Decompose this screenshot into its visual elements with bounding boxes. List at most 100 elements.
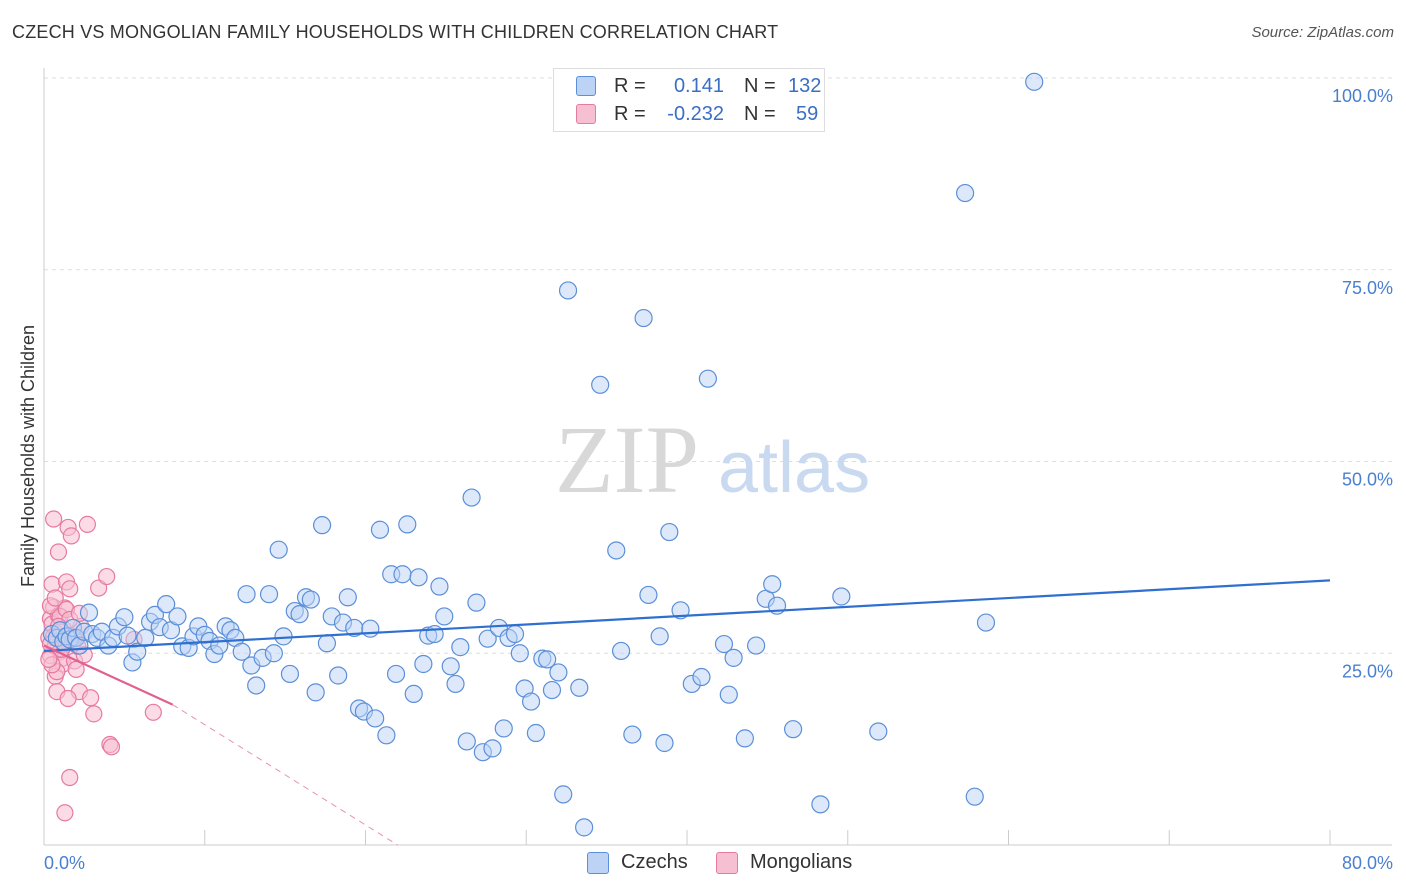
czech-point — [441, 657, 460, 676]
czech-point — [510, 644, 529, 663]
czech-point — [591, 375, 610, 394]
czech-trend-line — [43, 579, 1331, 653]
czech-point — [542, 680, 562, 700]
gridlines — [44, 77, 1392, 654]
czech-point — [457, 732, 476, 751]
mongolian-point — [82, 689, 100, 707]
mongolians-label: Mongolians — [750, 851, 853, 873]
mongolian-point — [59, 689, 77, 708]
czech-point — [521, 692, 541, 711]
czech-point — [505, 624, 525, 644]
czech-point — [317, 634, 337, 653]
czech-n-value: 132 — [788, 74, 822, 97]
czech-point — [611, 641, 631, 661]
czech-point — [210, 636, 229, 655]
czech-point — [366, 709, 385, 728]
y-tick-label: 25.0% — [1342, 661, 1393, 681]
czech-point — [329, 666, 348, 685]
mongolian-point — [98, 567, 116, 586]
x-tick-label-max: 80.0% — [1342, 853, 1393, 873]
czech-point — [274, 627, 293, 646]
czech-point — [247, 676, 266, 695]
czech-point — [290, 605, 309, 624]
y-axis-label: Family Households with Children — [18, 325, 38, 587]
czech-point — [306, 683, 325, 702]
mongolian-n-label: N = — [744, 102, 776, 125]
watermark-zip: ZIP — [555, 406, 699, 513]
mongolian-points — [40, 510, 162, 822]
mongolian-point — [62, 527, 80, 545]
czech-point — [607, 541, 626, 560]
mongolian-point — [78, 515, 97, 533]
czech-point — [370, 520, 390, 539]
czech-point — [735, 729, 754, 748]
czech-point — [639, 585, 658, 605]
czech-point — [549, 663, 568, 682]
czech-point — [451, 638, 470, 657]
czech-point — [698, 369, 717, 388]
x-tick-label-min: 0.0% — [44, 853, 85, 873]
czech-point — [763, 575, 782, 594]
watermark-atlas: atlas — [718, 428, 870, 508]
czech-point — [128, 642, 147, 661]
czech-n-label: N = — [744, 74, 776, 97]
czech-point — [965, 787, 984, 806]
legend-row-czech: R = 0.141 N = 132 — [576, 73, 821, 99]
czech-point — [811, 795, 830, 814]
czech-point — [446, 674, 465, 694]
series-legend: Czechs Mongolians — [0, 851, 1406, 877]
mongolian-point — [144, 703, 162, 721]
czech-point — [671, 601, 690, 620]
czech-point — [168, 607, 187, 626]
czech-point — [575, 818, 594, 837]
trend-lines — [43, 579, 1331, 846]
mongolian-point — [40, 650, 58, 668]
czech-point — [280, 664, 300, 684]
czech-point — [692, 667, 711, 687]
czech-point — [115, 608, 134, 627]
mongolian-r-value: -0.232 — [667, 102, 724, 125]
chart-title: CZECH VS MONGOLIAN FAMILY HOUSEHOLDS WIT… — [12, 22, 779, 42]
czech-point — [955, 183, 975, 203]
czech-r-value: 0.141 — [673, 74, 724, 97]
czech-points — [42, 72, 1044, 837]
czech-point — [467, 593, 486, 612]
czech-point — [404, 684, 423, 704]
y-tick-label: 50.0% — [1342, 470, 1393, 490]
czech-point — [976, 613, 996, 632]
czech-point — [832, 587, 851, 606]
czech-point — [462, 488, 481, 507]
mongolian-point — [45, 510, 63, 528]
source-label: Source: ZipAtlas.com — [1251, 24, 1394, 41]
axes — [43, 68, 1392, 846]
czech-point — [118, 626, 137, 645]
czech-point — [377, 726, 396, 745]
czech-point — [869, 722, 888, 741]
mongolian-point — [49, 543, 68, 561]
czech-point — [570, 678, 589, 697]
czech-point — [259, 585, 279, 604]
czech-point — [409, 568, 428, 587]
mongolian-point — [102, 738, 121, 756]
czech-point — [655, 733, 674, 753]
legend-item-czechs: Czechs — [587, 851, 688, 874]
y-tick-label: 75.0% — [1342, 278, 1393, 298]
czech-point — [1025, 72, 1044, 91]
czech-point — [526, 723, 545, 743]
czech-point — [398, 515, 417, 534]
czech-r-label: R = — [614, 74, 646, 97]
czech-point — [79, 603, 99, 622]
mongolian-n-value: 59 — [796, 102, 819, 125]
czech-point — [719, 685, 738, 704]
czech-point — [634, 308, 653, 328]
czech-point — [747, 636, 766, 655]
mongolian-point — [85, 705, 103, 723]
czech-point — [338, 588, 357, 607]
czech-point — [483, 739, 502, 758]
czech-swatch — [576, 76, 596, 96]
czech-point — [558, 281, 578, 300]
mongolian-point — [61, 580, 79, 598]
czech-point — [478, 629, 497, 648]
mongolians-swatch — [716, 851, 738, 874]
